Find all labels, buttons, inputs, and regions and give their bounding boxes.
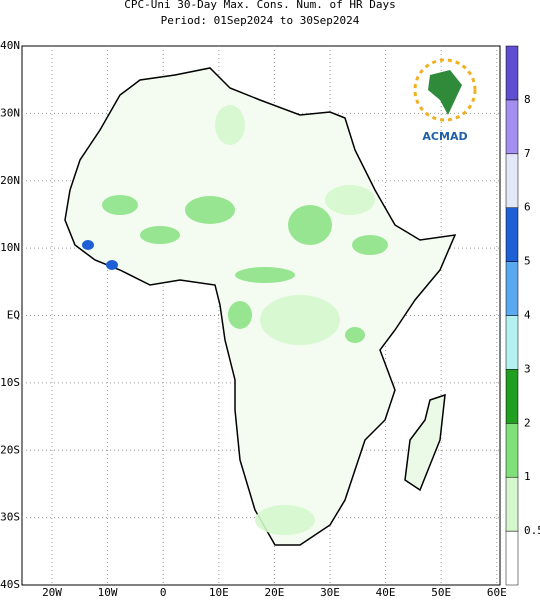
- colorbar-swatch: [505, 476, 519, 532]
- lat-label: 30S: [0, 511, 20, 524]
- logo-text: ACMAD: [422, 130, 467, 143]
- colorbar-swatch: [505, 423, 519, 478]
- subtitle: Period: 01Sep2024 to 30Sep2024: [161, 14, 360, 27]
- madagascar: [404, 393, 446, 492]
- lon-label: 10E: [209, 586, 229, 599]
- colorbar-label: 7: [524, 147, 531, 160]
- colorbar-swatch: [505, 45, 519, 101]
- lon-label: 30E: [320, 586, 340, 599]
- lon-label: 20E: [264, 586, 284, 599]
- colorbar-label: 4: [524, 309, 531, 322]
- colorbar-swatch: [505, 153, 519, 208]
- colorbar-label: 8: [524, 93, 531, 106]
- lat-label: 20S: [0, 443, 20, 456]
- lat-label: 10S: [0, 376, 20, 389]
- light-rain-areas: [215, 105, 375, 535]
- lon-label: 0: [160, 586, 167, 599]
- lon-label: 10W: [98, 586, 118, 599]
- colorbar-swatch: [505, 530, 519, 586]
- colorbar-swatch: [505, 99, 519, 155]
- lon-label: 50E: [431, 586, 451, 599]
- colorbar-swatch: [505, 207, 519, 262]
- lat-label: 20N: [0, 174, 20, 187]
- colorbar-label: 1: [524, 470, 531, 483]
- lat-label: EQ: [7, 309, 20, 322]
- colorbar-swatch: [505, 261, 519, 316]
- lat-label: 10N: [0, 241, 20, 254]
- lat-label: 30N: [0, 106, 20, 119]
- logo: ACMAD: [413, 58, 477, 143]
- colorbar-label: 6: [524, 201, 531, 214]
- lon-label: 40E: [376, 586, 396, 599]
- colorbar-label: 2: [524, 416, 531, 429]
- colorbar-swatch: [505, 315, 519, 370]
- heavy-rain-areas: [82, 240, 118, 270]
- lat-label: 40N: [0, 39, 20, 52]
- colorbar-label: 5: [524, 255, 531, 268]
- lat-label: 40S: [0, 578, 20, 591]
- colorbar-label: 0.5: [524, 524, 540, 537]
- colorbar-swatch: [505, 369, 519, 424]
- rain-areas: [102, 195, 388, 343]
- lon-label: 60E: [487, 586, 507, 599]
- lon-label: 20W: [42, 586, 62, 599]
- title: CPC-Uni 30-Day Max. Cons. Num. of HR Day…: [124, 0, 396, 11]
- colorbar-label: 3: [524, 362, 531, 375]
